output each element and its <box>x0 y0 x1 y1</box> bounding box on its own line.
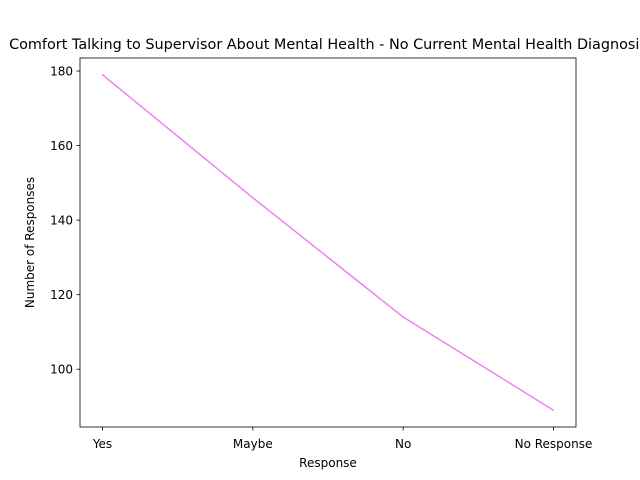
y-tick-label: 100 <box>50 363 73 377</box>
axes-frame <box>79 57 577 428</box>
x-axis-label: Response <box>299 456 357 470</box>
x-tick-label: No <box>395 437 411 451</box>
data-point <box>101 74 104 76</box>
y-tick-label: 120 <box>50 288 73 302</box>
x-tick-label: Maybe <box>233 437 273 451</box>
plot-area <box>101 74 555 411</box>
series-line <box>102 74 554 411</box>
data-point <box>552 409 555 411</box>
x-axis-ticks: Yes Maybe No No Response <box>92 427 593 451</box>
data-point <box>402 316 404 318</box>
y-tick-label: 140 <box>50 214 73 228</box>
chart-title: Comfort Talking to Supervisor About Ment… <box>9 37 640 53</box>
y-axis-label: Number of Responses <box>23 177 37 308</box>
y-tick-label: 160 <box>50 139 73 153</box>
y-tick-label: 180 <box>50 65 73 79</box>
x-tick-label: Yes <box>92 437 112 451</box>
y-axis-ticks: 100 120 140 160 180 <box>50 65 80 377</box>
data-point <box>252 197 254 199</box>
x-tick-label: No Response <box>515 437 593 451</box>
